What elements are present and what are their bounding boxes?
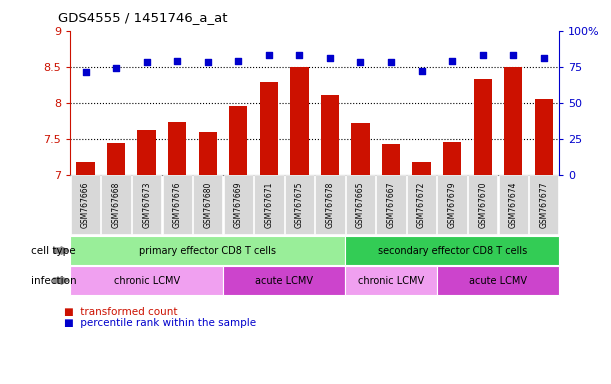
Point xyxy=(539,55,549,61)
Point xyxy=(203,59,213,65)
Bar xyxy=(535,99,553,175)
Bar xyxy=(229,106,247,175)
Point xyxy=(325,55,335,61)
Point xyxy=(172,58,182,64)
Bar xyxy=(76,162,95,175)
Text: GSM767669: GSM767669 xyxy=(234,181,243,228)
Point xyxy=(295,52,304,58)
Text: secondary effector CD8 T cells: secondary effector CD8 T cells xyxy=(378,245,527,256)
Point xyxy=(386,59,396,65)
Text: GSM767667: GSM767667 xyxy=(387,181,395,228)
Point xyxy=(142,59,152,65)
Text: GSM767665: GSM767665 xyxy=(356,181,365,228)
Point xyxy=(356,59,365,65)
Text: primary effector CD8 T cells: primary effector CD8 T cells xyxy=(139,245,276,256)
Bar xyxy=(199,131,217,175)
Point xyxy=(81,70,90,76)
Text: GSM767677: GSM767677 xyxy=(540,181,548,228)
Point xyxy=(111,65,121,71)
Bar xyxy=(382,144,400,175)
Bar xyxy=(321,95,339,175)
Text: GSM767670: GSM767670 xyxy=(478,181,487,228)
Text: GSM767678: GSM767678 xyxy=(326,181,334,228)
Text: ■  percentile rank within the sample: ■ percentile rank within the sample xyxy=(64,318,256,328)
Text: GSM767673: GSM767673 xyxy=(142,181,151,228)
Bar xyxy=(168,122,186,175)
Bar xyxy=(290,67,309,175)
Text: GSM767674: GSM767674 xyxy=(509,181,518,228)
Text: GSM767672: GSM767672 xyxy=(417,181,426,228)
Text: GSM767671: GSM767671 xyxy=(265,181,273,228)
Point xyxy=(264,52,274,58)
Text: GDS4555 / 1451746_a_at: GDS4555 / 1451746_a_at xyxy=(58,12,227,25)
Bar xyxy=(412,162,431,175)
Text: GSM767680: GSM767680 xyxy=(203,181,212,228)
Point xyxy=(508,52,518,58)
Bar xyxy=(260,82,278,175)
Point xyxy=(447,58,457,64)
Text: ■  transformed count: ■ transformed count xyxy=(64,307,178,317)
Bar xyxy=(351,123,370,175)
Text: cell type: cell type xyxy=(31,245,75,256)
Text: GSM767675: GSM767675 xyxy=(295,181,304,228)
Text: infection: infection xyxy=(31,275,76,286)
Bar xyxy=(137,130,156,175)
Text: acute LCMV: acute LCMV xyxy=(255,275,313,286)
Bar xyxy=(107,143,125,175)
Text: chronic LCMV: chronic LCMV xyxy=(358,275,424,286)
Point xyxy=(417,68,426,74)
Text: GSM767668: GSM767668 xyxy=(112,181,120,228)
Bar xyxy=(443,142,461,175)
Text: GSM767676: GSM767676 xyxy=(173,181,181,228)
Point xyxy=(233,58,243,64)
Text: GSM767666: GSM767666 xyxy=(81,181,90,228)
Text: GSM767679: GSM767679 xyxy=(448,181,456,228)
Bar xyxy=(504,67,522,175)
Bar xyxy=(474,79,492,175)
Text: acute LCMV: acute LCMV xyxy=(469,275,527,286)
Text: chronic LCMV: chronic LCMV xyxy=(114,275,180,286)
Point xyxy=(478,52,488,58)
